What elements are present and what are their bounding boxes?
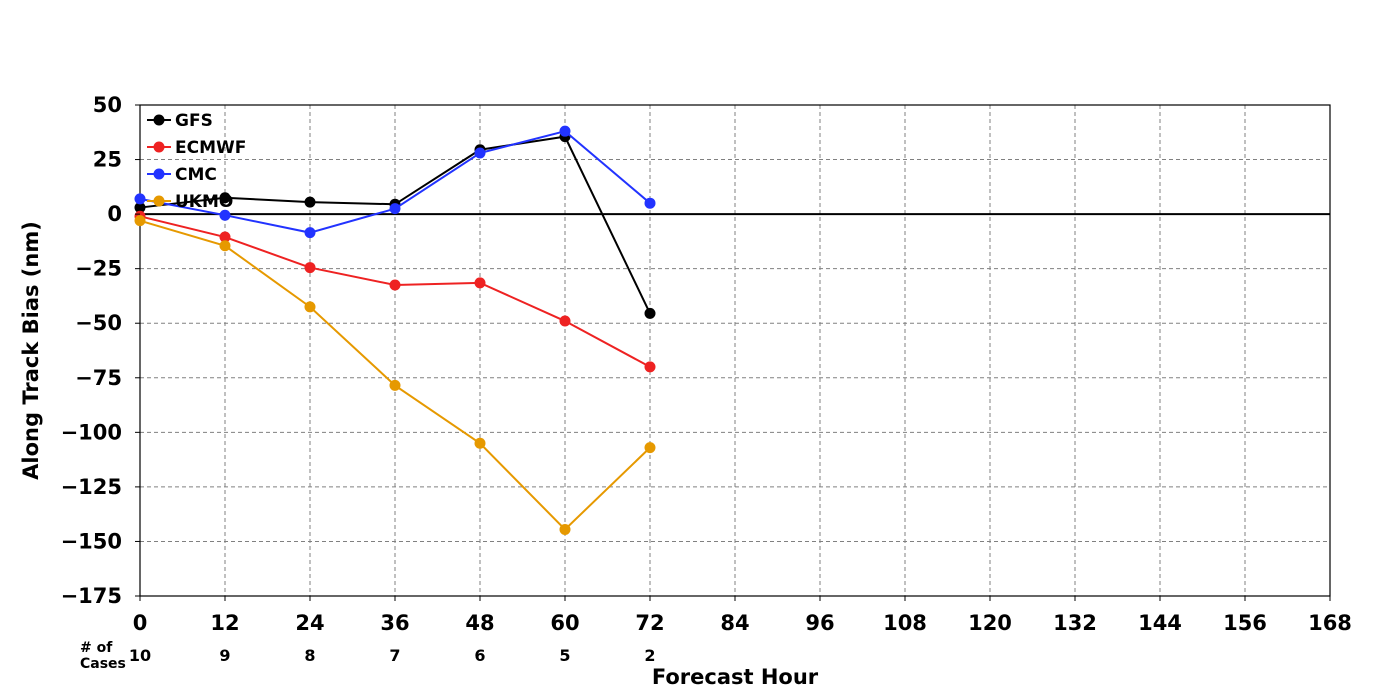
x-tick-label: 120 [968, 611, 1012, 635]
data-point-gfs [644, 307, 656, 319]
legend-swatch-marker [153, 114, 165, 126]
data-point-ecmwf [559, 315, 571, 327]
series-layer [134, 125, 656, 535]
x-axis-title: Forecast Hour [652, 665, 819, 689]
y-tick-label: 50 [93, 93, 122, 117]
data-point-cmc [644, 197, 656, 209]
x-tick-label: 0 [133, 611, 148, 635]
legend-swatch-marker [153, 141, 165, 153]
y-tick-label: 25 [93, 148, 122, 172]
data-point-ukmo [304, 301, 316, 313]
x-tick-label: 84 [720, 611, 749, 635]
legend-label: CMC [175, 165, 217, 185]
data-point-cmc [474, 147, 486, 159]
data-point-ecmwf [474, 277, 486, 289]
data-point-cmc [219, 209, 231, 221]
x-tick-label: 24 [295, 611, 324, 635]
series-ecmwf [134, 210, 656, 373]
data-point-cmc [559, 125, 571, 137]
data-point-gfs [304, 196, 316, 208]
legend-item-cmc: CMC [147, 165, 217, 185]
cases-count: 9 [219, 646, 230, 665]
y-axis-title: Along Track Bias (nm) [19, 221, 43, 480]
cases-count: 8 [304, 646, 315, 665]
x-tick-label: 36 [380, 611, 409, 635]
y-tick-label: −175 [61, 584, 122, 608]
data-point-cmc [134, 193, 146, 205]
x-tick-label: 168 [1308, 611, 1352, 635]
cases-count: 7 [389, 646, 400, 665]
data-point-cmc [304, 227, 316, 239]
y-tick-label: 0 [107, 202, 122, 226]
y-tick-label: −100 [61, 420, 122, 444]
data-point-ukmo [559, 523, 571, 535]
cases-count: 10 [129, 646, 151, 665]
legend-item-ecmwf: ECMWF [147, 138, 246, 158]
data-point-cmc [389, 203, 401, 215]
cases-label-line2: Cases [80, 656, 126, 672]
cases-label-line1: # of [80, 640, 113, 656]
data-point-ukmo [134, 215, 146, 227]
x-tick-label: 48 [465, 611, 494, 635]
series-cmc [134, 125, 656, 239]
legend-label: UKMO [175, 192, 233, 212]
data-point-ukmo [644, 442, 656, 454]
cases-count: 2 [644, 646, 655, 665]
data-point-ukmo [474, 437, 486, 449]
data-point-ecmwf [304, 262, 316, 274]
cases-count: 6 [474, 646, 485, 665]
legend-item-ukmo: UKMO [147, 192, 233, 212]
y-tick-label: −50 [75, 311, 122, 335]
x-tick-label: 144 [1138, 611, 1182, 635]
x-tick-label: 72 [635, 611, 664, 635]
legend-swatch-marker [153, 195, 165, 207]
data-point-gfs [134, 202, 146, 214]
cases-count: 5 [559, 646, 570, 665]
x-tick-label: 156 [1223, 611, 1267, 635]
y-tick-label: −125 [61, 475, 122, 499]
legend-label: ECMWF [175, 138, 246, 158]
data-point-ecmwf [644, 361, 656, 373]
x-tick-label: 12 [210, 611, 239, 635]
tick-layer: 0 12 24 36 48 60 72 84 96 108 120 132 144 156 168 50 25 0… [61, 93, 1352, 635]
y-tick-label: −150 [61, 529, 122, 553]
data-point-ecmwf [219, 231, 231, 243]
x-tick-label: 108 [883, 611, 927, 635]
y-tick-label: −25 [75, 257, 122, 281]
legend-item-gfs: GFS [147, 111, 213, 131]
grid-layer [140, 105, 1330, 596]
data-point-ukmo [219, 240, 231, 252]
x-tick-label: 132 [1053, 611, 1097, 635]
legend-label: GFS [175, 111, 213, 131]
series-ukmo [134, 215, 656, 535]
data-point-gfs [219, 192, 231, 204]
data-point-ukmo [389, 379, 401, 391]
legend-swatch-marker [153, 168, 165, 180]
x-tick-label: 60 [550, 611, 579, 635]
x-tick-label: 96 [805, 611, 834, 635]
legend: GFS ECMWF CMC UKMO [147, 111, 246, 212]
data-point-ecmwf [389, 279, 401, 291]
y-tick-label: −75 [75, 366, 122, 390]
